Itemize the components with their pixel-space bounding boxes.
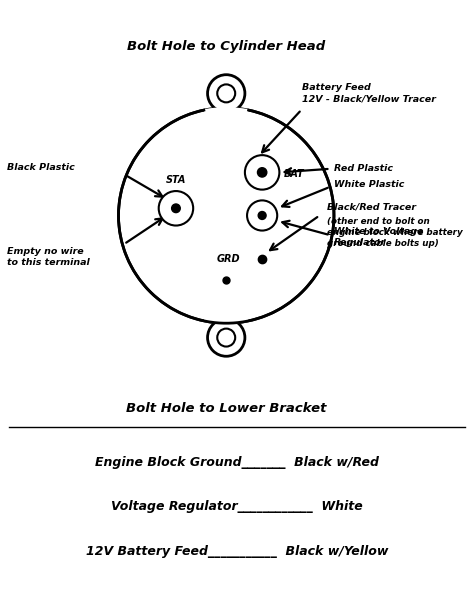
Text: GRD: GRD bbox=[217, 254, 241, 264]
Text: Engine Block Ground_______  Black w/Red: Engine Block Ground_______ Black w/Red bbox=[95, 456, 379, 469]
Text: 12V Battery Feed___________  Black w/Yellow: 12V Battery Feed___________ Black w/Yell… bbox=[86, 545, 388, 558]
Text: Voltage Regulator____________  White: Voltage Regulator____________ White bbox=[111, 500, 363, 513]
Circle shape bbox=[217, 329, 235, 346]
Text: Bolt Hole to Cylinder Head: Bolt Hole to Cylinder Head bbox=[127, 40, 325, 53]
Circle shape bbox=[247, 201, 277, 231]
Wedge shape bbox=[204, 215, 249, 324]
Text: Bolt Hole to Lower Bracket: Bolt Hole to Lower Bracket bbox=[126, 402, 327, 415]
Circle shape bbox=[208, 75, 245, 112]
Text: (other end to bolt on
engine block where battery
ground cable bolts up): (other end to bolt on engine block where… bbox=[327, 217, 463, 248]
Text: Red Plastic: Red Plastic bbox=[334, 164, 393, 173]
Text: STA: STA bbox=[166, 175, 186, 185]
Text: Black Plastic: Black Plastic bbox=[7, 163, 75, 172]
Circle shape bbox=[245, 155, 279, 189]
Circle shape bbox=[172, 204, 180, 212]
Text: White Plastic: White Plastic bbox=[334, 181, 404, 189]
Circle shape bbox=[217, 84, 235, 102]
Circle shape bbox=[208, 319, 245, 356]
Text: White to Voltage
Regulator: White to Voltage Regulator bbox=[334, 227, 423, 247]
Text: Black/Red Tracer: Black/Red Tracer bbox=[327, 203, 416, 212]
Circle shape bbox=[258, 212, 266, 219]
Circle shape bbox=[257, 168, 267, 177]
Text: Empty no wire
to this terminal: Empty no wire to this terminal bbox=[7, 247, 90, 267]
Circle shape bbox=[159, 191, 193, 225]
Wedge shape bbox=[204, 107, 249, 215]
Circle shape bbox=[118, 108, 334, 323]
Text: Battery Feed
12V - Black/Yellow Tracer: Battery Feed 12V - Black/Yellow Tracer bbox=[301, 83, 436, 103]
Text: BAT: BAT bbox=[283, 169, 304, 179]
